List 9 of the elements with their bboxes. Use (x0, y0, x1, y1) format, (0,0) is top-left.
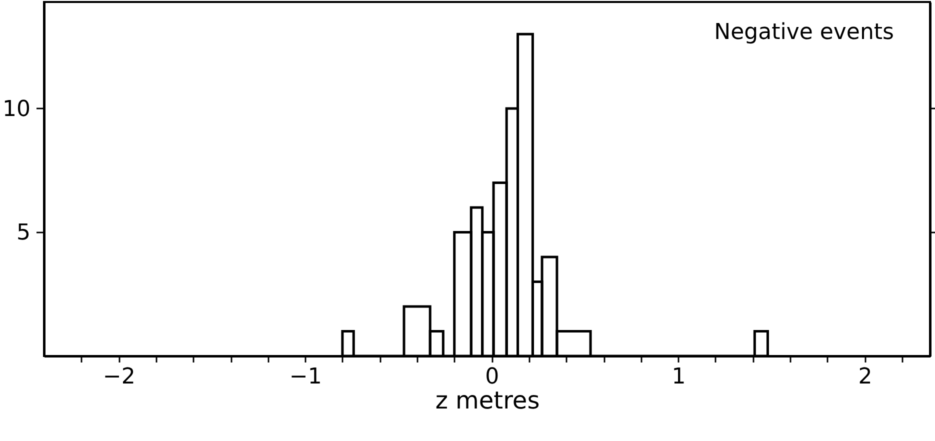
x-tick-label: −1 (289, 364, 322, 390)
x-tick-label: −2 (102, 364, 136, 390)
x-tick-label: 1 (672, 364, 686, 390)
annotation: Negative events (714, 20, 894, 45)
y-tick-label: 5 (16, 220, 30, 246)
x-tick-label: 2 (858, 364, 872, 390)
x-axis-title: z metres (435, 386, 540, 414)
y-tick-label: 10 (2, 96, 30, 122)
x-tick-label: 0 (485, 364, 500, 390)
